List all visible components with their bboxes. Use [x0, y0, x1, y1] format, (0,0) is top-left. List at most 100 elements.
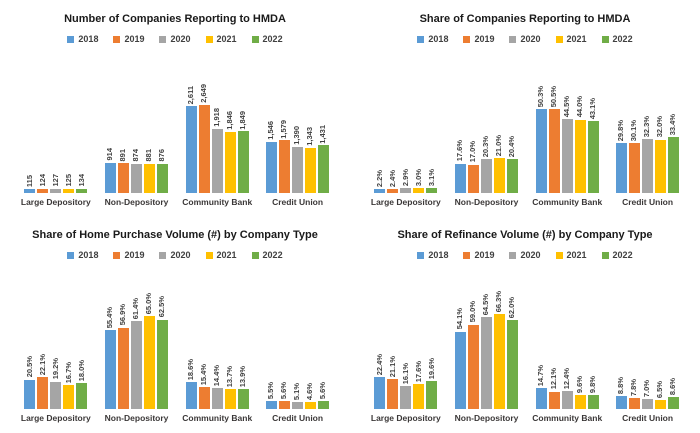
bar-value-label: 32.3%	[642, 115, 652, 138]
legend-label: 2020	[520, 250, 541, 260]
bar-2018	[455, 163, 467, 193]
bar-group: 5.5% 5.6% 5.1% 4.6% 5.6% Credit Union	[266, 263, 330, 424]
bar-2018	[374, 189, 386, 193]
bar-2022	[507, 159, 519, 193]
category-label: Credit Union	[622, 413, 674, 423]
bar-value-label: 891	[118, 148, 128, 162]
bar-value-label: 61.4%	[131, 298, 141, 320]
chart-legend: 2018 2019 2020 2021 2022	[67, 249, 283, 261]
bar-value-label: 9.6%	[575, 376, 585, 394]
bar-2019	[37, 377, 49, 409]
bar-2021	[144, 316, 156, 409]
bar-column: 5.1%	[292, 383, 304, 409]
bar-2022	[426, 187, 438, 193]
legend-item-2019: 2019	[463, 34, 494, 44]
bar-cluster: 18.6% 15.4% 14.4% 13.7% 13.9%	[185, 263, 249, 409]
category-label: Non-Depository	[454, 197, 519, 207]
bar-group: 2,611 2,649 1,918 1,846 1,849 Community Bank	[182, 47, 252, 208]
bar-2022	[157, 319, 169, 409]
bar-value-label: 19.6%	[426, 357, 436, 379]
bar-2022	[668, 396, 680, 409]
bar-value-label: 7.0%	[642, 379, 652, 397]
bar-column: 134	[76, 174, 88, 193]
bar-column: 2,649	[198, 84, 210, 193]
category-label: Community Bank	[182, 413, 253, 423]
bar-column: 2.2%	[374, 170, 386, 193]
bar-cluster: 914 891 874 881 876	[105, 47, 169, 193]
bar-value-label: 5.6%	[279, 381, 289, 399]
category-label: Large Depository	[20, 413, 91, 423]
bar-column: 17.0%	[468, 141, 480, 193]
bar-2018	[105, 329, 117, 409]
bar-cluster: 29.8% 30.1% 32.3% 32.0% 33.4%	[616, 47, 680, 193]
bar-value-label: 1,849	[238, 110, 248, 130]
bar-column: 17.6%	[413, 361, 425, 409]
legend-item-2021: 2021	[555, 34, 587, 44]
bar-value-label: 7.8%	[629, 378, 639, 396]
legend-swatch-icon	[67, 35, 75, 43]
legend-item-2022: 2022	[251, 34, 283, 44]
bar-value-label: 127	[50, 174, 60, 187]
bar-2022	[237, 131, 249, 193]
bar-value-label: 4.6%	[305, 383, 315, 401]
chart-plot-area: 22.4% 21.1% 16.1% 17.6% 19.6% Large Depositor…	[357, 263, 693, 424]
chart-title: Share of Home Purchase Volume (#) by Com…	[32, 229, 318, 241]
bar-value-label: 18.6%	[186, 359, 196, 381]
legend-swatch-icon	[205, 35, 213, 43]
bar-2018	[266, 401, 278, 409]
legend-label: 2019	[124, 34, 145, 44]
bar-value-label: 18.0%	[76, 360, 86, 382]
category-label: Credit Union	[272, 197, 324, 207]
bar-2021	[494, 314, 506, 409]
bar-cluster: 20.5% 22.1% 19.2% 16.7% 18.0%	[24, 263, 88, 409]
bar-value-label: 5.5%	[266, 382, 276, 400]
bar-value-label: 5.6%	[318, 381, 328, 399]
bar-column: 9.8%	[587, 376, 599, 409]
bar-2020	[292, 401, 304, 409]
bar-group: 1,546 1,579 1,390 1,343 1,431 Credit Union	[266, 47, 330, 208]
bar-column: 13.9%	[237, 366, 249, 409]
chart-home-purchase-share: Share of Home Purchase Volume (#) by Com…	[0, 216, 350, 433]
bar-column: 44.5%	[561, 96, 573, 193]
chart-share-of-companies: Share of Companies Reporting to HMDA 201…	[350, 0, 700, 216]
bar-value-label: 874	[131, 149, 141, 162]
bar-column: 32.0%	[655, 116, 667, 193]
bar-2022	[318, 145, 330, 193]
legend-swatch-icon	[555, 35, 563, 43]
bar-value-label: 124	[37, 174, 47, 187]
legend-item-2022: 2022	[251, 250, 283, 260]
bar-column: 876	[157, 149, 169, 193]
bar-2019	[198, 387, 210, 409]
bar-2018	[535, 388, 547, 409]
bar-column: 20.5%	[24, 356, 36, 409]
category-label: Community Bank	[182, 197, 253, 207]
legend-swatch-icon	[555, 251, 563, 259]
bar-column: 14.4%	[211, 365, 223, 409]
bar-value-label: 1,390	[292, 125, 302, 145]
legend-label: 2020	[170, 250, 191, 260]
category-label: Non-Depository	[454, 413, 519, 423]
chart-title: Number of Companies Reporting to HMDA	[64, 13, 286, 25]
bar-value-label: 2.4%	[387, 169, 397, 187]
bar-value-label: 1,431	[318, 124, 328, 144]
bar-value-label: 14.4%	[212, 365, 222, 387]
bar-value-label: 1,846	[225, 110, 235, 130]
bar-column: 64.5%	[481, 293, 493, 409]
bar-value-label: 881	[144, 149, 154, 162]
bar-value-label: 20.5%	[24, 356, 34, 378]
bar-value-label: 64.5%	[481, 293, 491, 315]
bar-value-label: 8.8%	[616, 377, 626, 395]
legend-item-2020: 2020	[159, 250, 191, 260]
bar-2019	[37, 188, 49, 193]
bar-2022	[426, 381, 438, 409]
bar-column: 7.8%	[629, 378, 641, 409]
bar-column: 2,611	[185, 86, 197, 193]
bar-2019	[468, 164, 480, 193]
bar-value-label: 17.6%	[455, 140, 465, 162]
bar-column: 124	[37, 174, 49, 193]
bar-value-label: 65.0%	[144, 292, 154, 315]
chart-refinance-share: Share of Refinance Volume (#) by Company…	[350, 216, 700, 433]
bar-group: 8.8% 7.8% 7.0% 6.5% 8.6% Credit Union	[616, 263, 680, 424]
chart-title: Share of Companies Reporting to HMDA	[419, 13, 631, 25]
bar-2020	[211, 388, 223, 409]
